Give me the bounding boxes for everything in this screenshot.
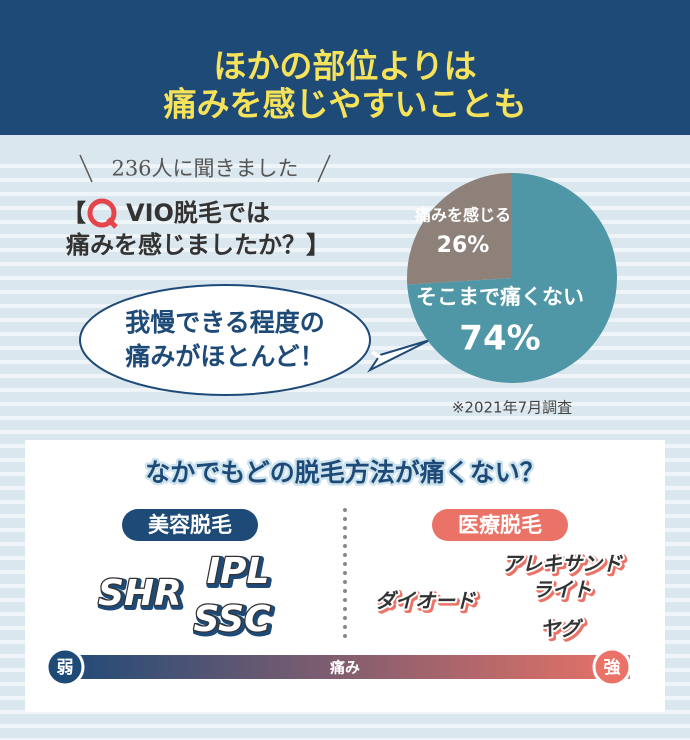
note: ※2021年7月調査	[452, 399, 572, 417]
pie-slice	[407, 173, 512, 285]
method-name: SHR	[98, 573, 182, 614]
question-bracket: 【	[62, 199, 86, 227]
deco-slash	[317, 154, 331, 183]
low-marker	[45, 647, 85, 687]
method-shadow: IPL	[209, 553, 272, 594]
high-marker	[592, 647, 632, 687]
q-icon	[87, 198, 117, 228]
question: VIO脱毛では	[126, 199, 270, 227]
banner-title: ほかの部位よりは	[213, 47, 476, 86]
group-label: 医療脱毛	[458, 513, 542, 537]
method-name: SSC	[194, 599, 272, 640]
group-label: 美容脱毛	[148, 513, 232, 537]
low-label: 弱	[57, 658, 74, 678]
method-name: ダイオード	[375, 589, 476, 613]
deco-slash	[79, 154, 93, 183]
method-shadow: アレキサンド	[504, 554, 625, 578]
banner-title: 痛みを感じやすいことも	[164, 85, 527, 124]
method-name: アレキサンド	[502, 552, 623, 576]
method-shadow: ライト	[534, 580, 594, 604]
speech-bubble	[79, 284, 371, 396]
slice-category: そこまで痛くない	[416, 285, 584, 309]
scale-label: 痛み	[329, 659, 360, 677]
group-pill	[122, 509, 258, 541]
bubble-joint	[370, 350, 382, 359]
method-shadow: ダイオード	[377, 591, 478, 615]
comparison-title: なかでもどの脱毛方法が痛くない？	[145, 458, 545, 487]
method-name: ヤグ	[540, 617, 584, 641]
bubble-text: 我慢できる程度の	[125, 308, 325, 337]
band	[0, 135, 690, 157]
method-shadow: SSC	[196, 601, 274, 642]
method-shadow: ヤグ	[542, 619, 586, 643]
bubble-text: 痛みがほとんど！	[125, 342, 324, 371]
pie-slice	[407, 173, 617, 383]
high-label: 強	[604, 657, 621, 678]
slice-category: 痛みを感じる	[414, 206, 511, 225]
respondents: 236人に聞きました	[111, 157, 298, 181]
method-shadow: SHR	[100, 575, 184, 616]
slice-value: 74%	[459, 319, 540, 359]
pain-bar	[60, 655, 630, 679]
method-name: IPL	[207, 551, 270, 592]
bubble-tail	[367, 339, 431, 373]
group-pill	[432, 509, 568, 541]
slice-value: 26%	[437, 233, 490, 258]
method-name: ライト	[532, 578, 592, 602]
banner	[0, 0, 690, 135]
q-icon	[106, 217, 118, 229]
question: 痛みを感じましたか？】	[66, 231, 330, 259]
